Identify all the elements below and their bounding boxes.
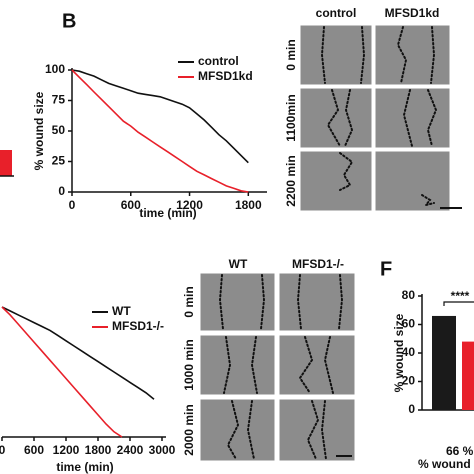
row-label: 0 min	[284, 39, 298, 70]
legend-label: MFSD1-/-	[112, 319, 164, 333]
x-axis-label: time (min)	[56, 460, 113, 474]
bar	[462, 341, 474, 410]
y-tick-label: 80	[402, 288, 416, 302]
y-tick-label: 60	[402, 317, 416, 331]
annotation: 66 %	[446, 444, 474, 458]
legend-label: WT	[112, 304, 131, 318]
row-label: 0 min	[182, 286, 196, 317]
micrographs-b	[299, 24, 462, 212]
panel-label: F	[380, 258, 392, 280]
x-tick-label: 0	[69, 198, 76, 212]
x-tick-label: 1200	[53, 443, 80, 457]
y-tick-label: 0	[408, 402, 415, 416]
line	[1, 306, 155, 400]
row-label: 1000 min	[182, 339, 196, 390]
x-tick-label: 3000	[149, 443, 176, 457]
line	[71, 69, 249, 164]
row-label: 2200 min	[284, 155, 298, 206]
x-tick-label: 2400	[117, 443, 144, 457]
x-tick-label: 0	[0, 443, 6, 457]
line	[1, 306, 123, 438]
column-label: MFSD1kd	[385, 6, 440, 20]
row-label: 2000 min	[182, 404, 196, 455]
cropped-bar	[0, 150, 12, 176]
y-axis-label: % wound size	[32, 91, 46, 170]
row-label: 1100min	[284, 94, 298, 141]
column-label: MFSD1-/-	[292, 257, 344, 271]
bar	[432, 315, 456, 410]
column-label: WT	[229, 257, 248, 271]
x-tick-label: 600	[24, 443, 44, 457]
x-tick-label: 600	[121, 198, 141, 212]
column-label: control	[316, 6, 357, 20]
panel-label: B	[62, 10, 76, 32]
annotation: ****	[451, 289, 470, 303]
y-tick-label: 50	[52, 123, 66, 137]
x-tick-label: 1200	[176, 198, 203, 212]
y-tick-label: 100	[45, 62, 65, 76]
legend-label: control	[198, 54, 239, 68]
x-tick-label: 1800	[85, 443, 112, 457]
x-tick-label: 1800	[235, 198, 262, 212]
y-tick-label: 25	[52, 154, 66, 168]
legend-label: MFSD1kd	[198, 69, 253, 83]
y-tick-label: 0	[58, 184, 65, 198]
annotation: % wound	[418, 457, 471, 471]
line	[71, 69, 249, 193]
y-tick-label: 75	[52, 93, 66, 107]
significance-bracket	[443, 301, 474, 306]
y-axis-label: % wound size	[392, 313, 406, 392]
y-tick-label: 20	[402, 374, 416, 388]
y-tick-label: 40	[402, 345, 416, 359]
micrographs-e	[199, 272, 356, 462]
x-axis-label: time (min)	[139, 206, 196, 220]
